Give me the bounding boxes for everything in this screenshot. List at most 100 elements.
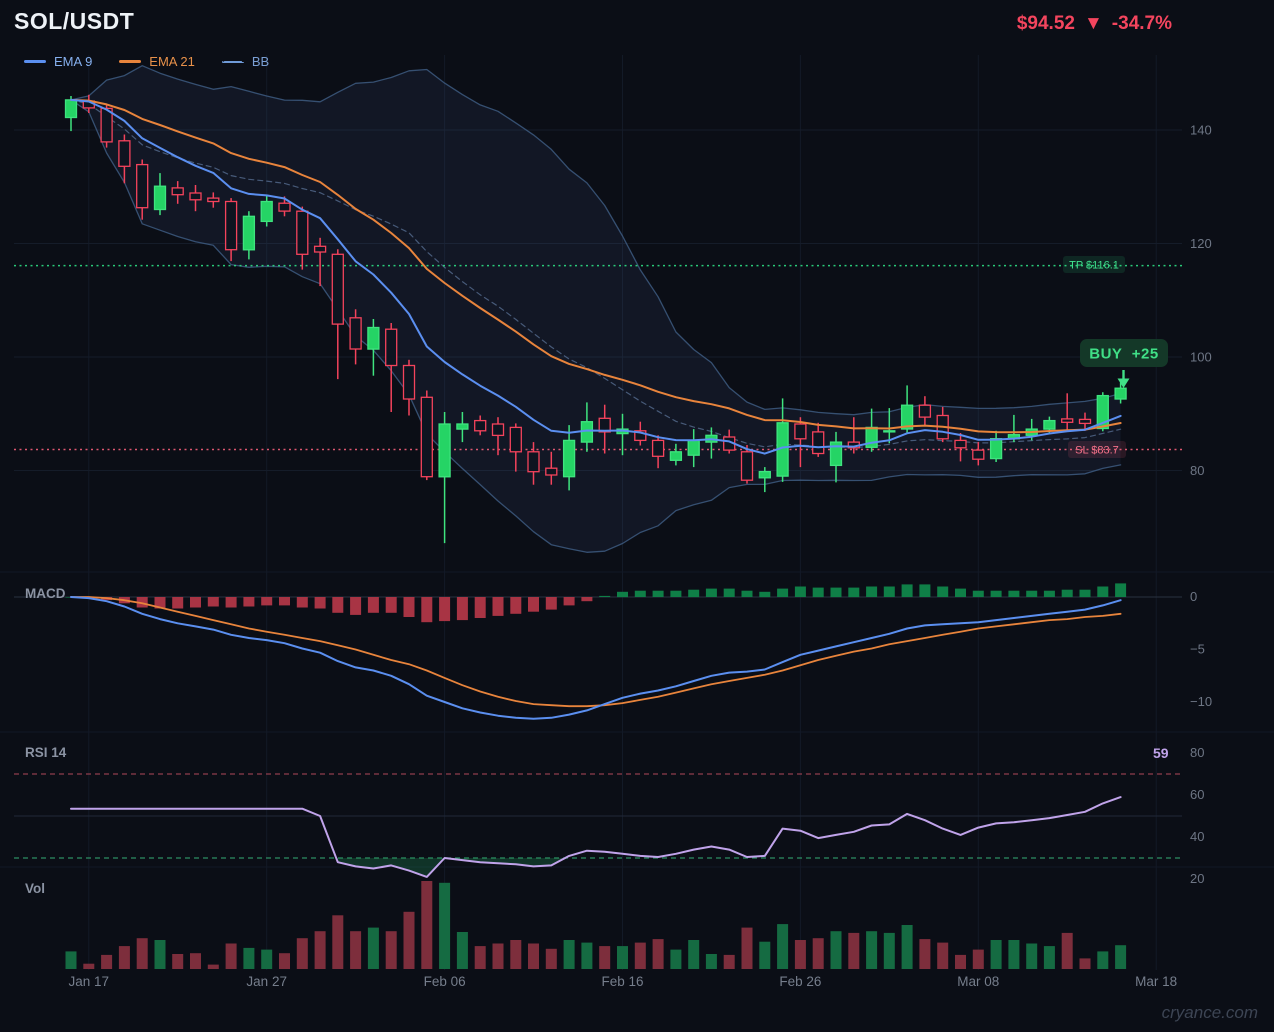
legend-item-ema-9[interactable]: EMA 9 xyxy=(24,54,92,69)
macd-histogram-bar xyxy=(314,597,326,609)
volume-bar xyxy=(599,946,611,969)
macd-histogram-bar xyxy=(563,597,575,606)
candle-body xyxy=(687,439,700,456)
macd-histogram-bar xyxy=(1115,583,1127,597)
candlestick-series xyxy=(64,94,1127,544)
candle-body xyxy=(509,426,522,453)
candle-body xyxy=(385,328,398,367)
volume-bar xyxy=(492,943,504,969)
macd-histogram-bar xyxy=(670,590,682,597)
volume-bar xyxy=(741,927,753,969)
macd-histogram-bar xyxy=(474,597,486,618)
macd-histogram-bar xyxy=(848,587,860,598)
macd-histogram-bar xyxy=(528,597,539,612)
candle-body xyxy=(153,185,167,211)
volume-bar xyxy=(812,938,824,969)
volume-bar xyxy=(101,954,113,969)
candle-body xyxy=(402,364,416,400)
macd-histogram-bar xyxy=(723,588,735,597)
volume-bar xyxy=(581,942,593,969)
macd-histogram-bar xyxy=(705,588,717,597)
macd-line xyxy=(70,596,1122,720)
candle-body xyxy=(954,439,967,449)
candle-body xyxy=(989,438,1003,460)
volume-bar xyxy=(207,964,219,969)
macd-histogram-bar xyxy=(919,584,931,597)
legend-item-ema-21[interactable]: EMA 21 xyxy=(119,54,195,69)
volume-bar xyxy=(385,931,397,969)
legend-item-bb[interactable]: BB xyxy=(221,54,269,69)
macd-histogram-bar xyxy=(439,597,451,622)
legend-label: EMA 21 xyxy=(149,54,195,69)
date-tick-label: Feb 16 xyxy=(601,974,643,989)
ema21-line xyxy=(70,98,1122,434)
candle-body xyxy=(972,449,985,460)
macd-histogram-bar xyxy=(1026,590,1038,597)
buy-signal-badge: BUY +25 xyxy=(1080,339,1168,388)
header: SOL/USDT $94.52 ▼ -34.7% xyxy=(0,0,1274,48)
candle-body xyxy=(296,210,309,255)
macd-histogram-bar xyxy=(581,597,593,602)
macd-histogram-bar xyxy=(243,597,255,607)
macd-histogram-bar xyxy=(990,590,1002,597)
volume-bar xyxy=(937,942,949,969)
axis-labels: 140 120 100 80 0 −5 −10 80 60 40 20 Jan 17 Jan 27 Feb… xyxy=(69,123,1213,990)
macd-panel-label: MACD xyxy=(25,586,66,601)
macd-histogram-bar xyxy=(136,597,148,608)
volume-bar xyxy=(510,940,522,969)
candle-body xyxy=(278,202,291,212)
price-tick-label: 100 xyxy=(1190,350,1212,365)
volume-bar xyxy=(243,947,255,969)
tp-label: TP $116.1 xyxy=(1063,256,1125,273)
volume-bar xyxy=(723,954,735,969)
rsi-tick-label: 80 xyxy=(1190,745,1204,760)
candle-body xyxy=(438,423,451,478)
sl-label: SL $83.7 xyxy=(1068,441,1126,458)
macd-histogram-bar xyxy=(172,597,184,609)
macd-signal-line xyxy=(70,596,1122,708)
date-tick-label: Jan 27 xyxy=(246,974,287,989)
bb-fill-area xyxy=(71,65,1121,553)
macd-histogram-bar xyxy=(456,597,468,621)
volume-bar xyxy=(279,953,290,969)
macd-histogram-bar xyxy=(1061,589,1073,598)
candle-body xyxy=(420,396,433,478)
volume-bar xyxy=(1097,951,1109,969)
macd-histogram-bar xyxy=(652,590,664,597)
volume-bar xyxy=(990,940,1002,969)
date-tick-label: Mar 18 xyxy=(1135,974,1177,989)
macd-tick-label: 0 xyxy=(1190,589,1197,604)
macd-histogram-bar xyxy=(830,587,842,598)
chart-grid xyxy=(0,55,1274,970)
candle-body xyxy=(562,439,576,478)
ema9-line xyxy=(70,98,1122,455)
macd-histogram-bar xyxy=(777,588,789,597)
candle-body xyxy=(207,197,220,203)
volume-bar xyxy=(456,932,468,969)
macd-histogram-bar xyxy=(190,597,201,608)
macd-histogram-bar xyxy=(1008,590,1020,597)
candle-body xyxy=(367,326,380,350)
volume-bar xyxy=(367,927,379,969)
volume-bar xyxy=(261,949,273,969)
candle-body xyxy=(331,253,344,325)
date-tick-label: Feb 26 xyxy=(779,974,821,989)
buy-arrow-head-icon xyxy=(1117,378,1130,388)
candle-body xyxy=(1043,419,1056,430)
candle-body xyxy=(260,200,273,223)
bb-upper-band xyxy=(70,65,1122,416)
volume-bar xyxy=(421,881,433,969)
macd-histogram-bar xyxy=(279,597,290,606)
volume-bar xyxy=(1043,946,1055,969)
watermark: cryance.com xyxy=(1162,1003,1258,1022)
macd-histogram-bar xyxy=(812,587,824,598)
rsi-tick-label: 40 xyxy=(1190,829,1204,844)
volume-bar xyxy=(154,940,166,969)
macd-histogram-bar xyxy=(261,597,273,606)
macd-histogram-bar xyxy=(634,590,646,597)
volume-bar xyxy=(190,953,201,969)
candle-body xyxy=(883,430,896,433)
volume-bar xyxy=(955,954,966,969)
bb-swatch-icon xyxy=(221,60,244,63)
